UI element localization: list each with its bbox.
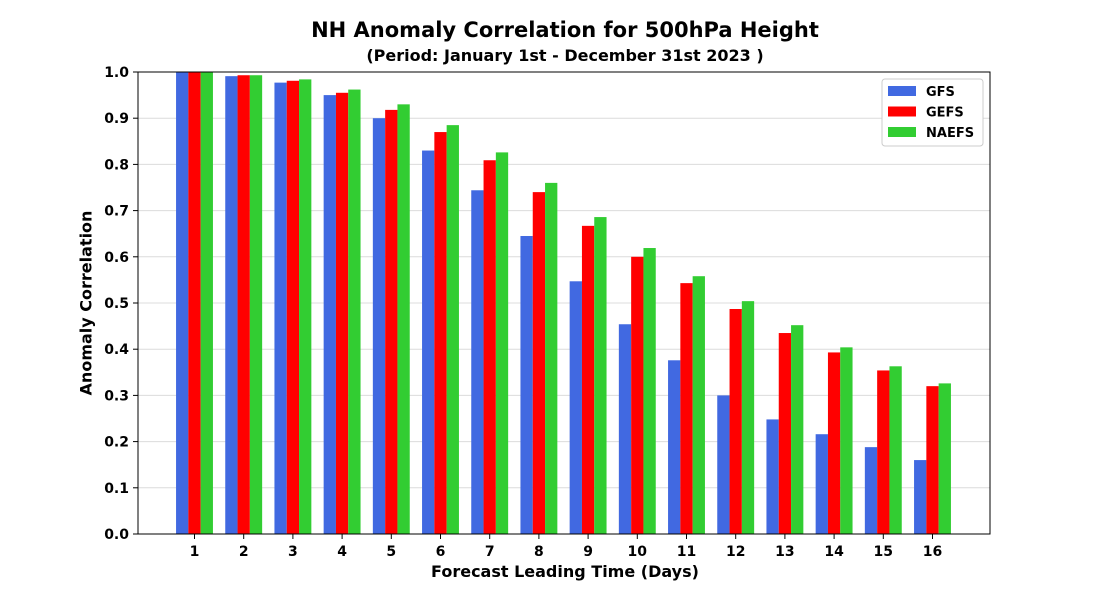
bar-naefs-day-10 bbox=[643, 248, 656, 534]
x-tick-label: 3 bbox=[288, 544, 298, 560]
legend-label-naefs: NAEFS bbox=[926, 126, 974, 141]
bar-gefs-day-12 bbox=[729, 309, 742, 534]
x-tick-label: 13 bbox=[775, 544, 794, 560]
bar-naefs-day-11 bbox=[692, 276, 705, 534]
bar-gfs-day-5 bbox=[372, 118, 386, 534]
y-tick-label: 0.6 bbox=[104, 250, 129, 266]
bar-naefs-day-8 bbox=[545, 182, 558, 534]
bar-naefs-day-12 bbox=[741, 301, 755, 534]
chart-title: NH Anomaly Correlation for 500hPa Height bbox=[311, 18, 819, 42]
bar-gefs-day-6 bbox=[434, 132, 447, 534]
y-tick-label: 0.3 bbox=[104, 388, 129, 404]
bar-naefs-day-13 bbox=[791, 325, 804, 534]
legend-label-gfs: GFS bbox=[926, 85, 955, 100]
legend: GFS GEFS NAEFS bbox=[881, 78, 984, 147]
bar-gfs-day-11 bbox=[668, 360, 681, 534]
x-tick-label: 7 bbox=[485, 544, 495, 560]
legend-swatch-gefs bbox=[888, 106, 916, 117]
bar-naefs-day-9 bbox=[594, 217, 607, 534]
bar-gfs-day-9 bbox=[569, 281, 582, 534]
x-tick-label: 11 bbox=[677, 544, 696, 560]
bar-naefs-day-4 bbox=[348, 89, 361, 534]
bar-gefs-day-1 bbox=[188, 72, 201, 534]
bar-gfs-day-13 bbox=[766, 419, 779, 534]
x-tick-label: 5 bbox=[386, 544, 396, 560]
bar-gefs-day-10 bbox=[631, 256, 644, 534]
bar-gfs-day-2 bbox=[225, 76, 238, 535]
x-tick-label: 4 bbox=[337, 544, 347, 560]
y-tick-label: 0.9 bbox=[104, 111, 129, 127]
bar-gefs-day-16 bbox=[926, 386, 939, 534]
chart-subtitle: (Period: January 1st - December 31st 202… bbox=[366, 46, 764, 65]
y-tick-label: 0.4 bbox=[104, 342, 129, 358]
bar-gefs-day-3 bbox=[286, 80, 300, 534]
x-tick-label: 8 bbox=[534, 544, 544, 560]
y-tick-label: 0.1 bbox=[104, 481, 129, 497]
y-tick-label: 0.2 bbox=[104, 435, 129, 451]
bar-naefs-day-1 bbox=[200, 72, 213, 534]
y-tick-label: 0.0 bbox=[104, 527, 129, 543]
bar-naefs-day-2 bbox=[249, 75, 263, 534]
axis-ticks: 0.00.10.20.30.40.50.60.70.80.91.01 2 3 4 5 6 7… bbox=[104, 65, 942, 560]
y-tick-label: 0.5 bbox=[104, 296, 129, 312]
legend-label-gefs: GEFS bbox=[926, 106, 964, 121]
bar-gfs-day-7 bbox=[471, 190, 484, 534]
bar-gefs-day-2 bbox=[237, 75, 250, 534]
bar-gfs-day-12 bbox=[717, 395, 730, 534]
bars bbox=[176, 72, 951, 535]
bar-gfs-day-4 bbox=[323, 95, 336, 534]
x-tick-label: 1 bbox=[190, 544, 200, 560]
bar-gefs-day-13 bbox=[778, 333, 792, 534]
bar-naefs-day-5 bbox=[397, 104, 410, 534]
x-tick-label: 9 bbox=[583, 544, 593, 560]
x-axis-label: Forecast Leading Time (Days) bbox=[431, 562, 699, 581]
legend-swatch-naefs bbox=[888, 127, 916, 137]
bar-naefs-day-3 bbox=[299, 79, 312, 534]
bar-gefs-day-14 bbox=[827, 352, 841, 534]
bar-gfs-day-16 bbox=[914, 460, 927, 534]
bar-gfs-day-10 bbox=[618, 324, 632, 534]
bar-gefs-day-8 bbox=[532, 192, 546, 534]
bar-gfs-day-1 bbox=[176, 72, 189, 534]
bar-gefs-day-5 bbox=[385, 109, 398, 534]
x-tick-label: 15 bbox=[874, 544, 893, 560]
x-tick-label: 14 bbox=[824, 544, 844, 560]
bar-gefs-day-15 bbox=[877, 370, 890, 534]
bar-gfs-day-3 bbox=[274, 82, 287, 534]
bar-naefs-day-16 bbox=[938, 383, 951, 534]
bar-gefs-day-7 bbox=[483, 160, 496, 534]
bar-naefs-day-15 bbox=[889, 366, 902, 534]
legend-swatch-gfs bbox=[888, 86, 916, 96]
bar-gefs-day-9 bbox=[581, 225, 595, 534]
x-tick-label: 10 bbox=[628, 544, 648, 560]
bar-gefs-day-11 bbox=[680, 283, 693, 534]
x-tick-label: 12 bbox=[726, 544, 745, 560]
bar-gfs-day-8 bbox=[520, 236, 533, 534]
bar-gfs-day-6 bbox=[422, 150, 435, 535]
y-tick-label: 0.7 bbox=[104, 204, 129, 220]
x-tick-label: 2 bbox=[239, 544, 249, 560]
bar-naefs-day-7 bbox=[495, 152, 509, 534]
y-tick-label: 1.0 bbox=[104, 65, 129, 81]
y-tick-label: 0.8 bbox=[104, 157, 129, 173]
bar-naefs-day-14 bbox=[840, 347, 853, 534]
bar-naefs-day-6 bbox=[446, 125, 459, 534]
gridlines bbox=[138, 117, 990, 489]
bar-gfs-day-14 bbox=[815, 434, 828, 534]
bar-gfs-day-15 bbox=[864, 447, 878, 534]
x-tick-label: 6 bbox=[436, 544, 446, 560]
bar-gefs-day-4 bbox=[335, 92, 349, 534]
x-tick-label: 16 bbox=[923, 544, 942, 560]
